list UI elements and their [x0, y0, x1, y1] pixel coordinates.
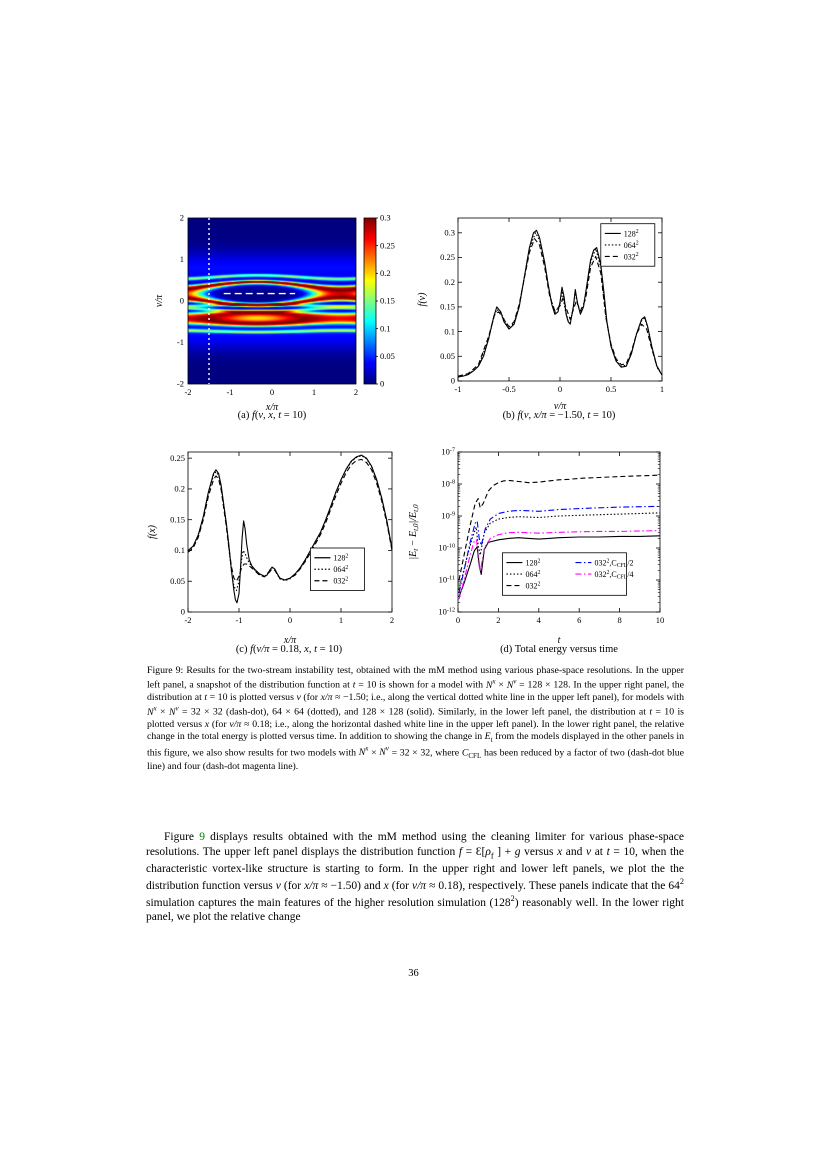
svg-text:0.25: 0.25 [440, 252, 455, 262]
svg-text:6: 6 [577, 615, 581, 625]
svg-text:0322: 0322 [624, 252, 639, 261]
body-text-before-ref: Figure [164, 831, 200, 843]
svg-text:2: 2 [390, 615, 394, 625]
svg-text:f(x): f(x) [147, 524, 158, 539]
svg-text:0.5: 0.5 [606, 384, 617, 394]
svg-text:x/π: x/π [283, 635, 297, 646]
svg-text:v/π: v/π [154, 294, 165, 307]
svg-text:0.15: 0.15 [440, 302, 455, 312]
svg-text:0: 0 [456, 615, 460, 625]
panel-d-plot: 0 2 4 6 8 10 10-12 10-11 10-10 10-9 10-8 10-7 t |Et −… [408, 447, 665, 646]
svg-text:10-9: 10-9 [441, 511, 455, 521]
svg-text:0.1: 0.1 [444, 326, 455, 336]
svg-text:-1: -1 [454, 384, 461, 394]
svg-text:0322: 0322 [333, 577, 348, 586]
panel-caption-b: (b) f(v, x/π = −1.50, t = 10) [502, 410, 616, 421]
svg-text:1: 1 [180, 254, 184, 264]
svg-text:1282: 1282 [333, 554, 348, 563]
svg-text:0.25: 0.25 [170, 453, 185, 463]
svg-text:-2: -2 [184, 615, 191, 625]
body-text-after-ref: displays results obtained with the mM me… [146, 831, 684, 924]
svg-text:0: 0 [558, 384, 562, 394]
svg-text:0.3: 0.3 [444, 228, 455, 238]
svg-text:x/π: x/π [265, 402, 279, 412]
svg-text:t: t [558, 635, 561, 646]
svg-text:10-12: 10-12 [438, 607, 455, 617]
svg-text:2: 2 [180, 213, 184, 223]
svg-text:0642: 0642 [333, 565, 348, 574]
svg-text:|Et − Et,0|/Et,0: |Et − Et,0|/Et,0 [408, 504, 420, 560]
svg-text:0: 0 [288, 615, 292, 625]
svg-text:0322,CCFL/2: 0322,CCFL/2 [594, 558, 633, 569]
svg-text:0: 0 [180, 296, 184, 306]
figure-caption: Figure 9: Results for the two-stream ins… [147, 665, 685, 773]
svg-text:8: 8 [617, 615, 621, 625]
svg-text:v/π: v/π [554, 401, 567, 412]
figure-reference-link[interactable]: 9 [199, 831, 205, 843]
svg-text:0.1: 0.1 [174, 545, 185, 555]
panel-c-plot: -2 -1 0 1 2 0 0.05 0.1 0.15 0.2 0.25 x/π f(x) 1282 064… [147, 451, 394, 646]
figure9-panel-d-energy-chart: 0 2 4 6 8 10 10-12 10-11 10-10 10-9 10-8 10-7 t |Et −… [406, 446, 671, 646]
svg-text:0642: 0642 [624, 241, 639, 250]
body-paragraph: Figure 9 displays results obtained with … [146, 830, 684, 925]
page-number: 36 [408, 968, 419, 979]
svg-text:10: 10 [656, 615, 665, 625]
svg-text:-1: -1 [235, 615, 242, 625]
svg-text:-1: -1 [177, 337, 184, 347]
svg-text:-2: -2 [177, 379, 184, 389]
svg-text:1: 1 [312, 387, 316, 397]
svg-text:1282: 1282 [525, 558, 540, 567]
svg-text:10-8: 10-8 [441, 479, 455, 489]
panel-caption-d: (d) Total energy versus time [500, 644, 618, 655]
panel-b-plot: -1 -0.5 0 0.5 1 0 0.05 0.1 0.15 0.2 0.25 0.3 v/π f(v)… [417, 217, 664, 412]
heatmap-image [188, 218, 356, 384]
heatmap-axes: -2 -1 0 1 2 -2 -1 0 1 2 0 0.05 0.1 0.15 0.2 0.25 0.3 x/π v… [154, 213, 395, 412]
svg-text:0.05: 0.05 [380, 351, 395, 361]
svg-text:1: 1 [660, 384, 664, 394]
svg-text:2: 2 [496, 615, 500, 625]
svg-text:0.2: 0.2 [174, 484, 185, 494]
svg-text:f(v): f(v) [417, 292, 428, 307]
svg-text:0322,CCFL/4: 0322,CCFL/4 [594, 570, 633, 581]
svg-text:0.15: 0.15 [380, 296, 395, 306]
svg-text:0: 0 [270, 387, 274, 397]
svg-text:10-7: 10-7 [441, 447, 455, 457]
svg-text:0.3: 0.3 [380, 213, 391, 223]
colorbar [364, 218, 376, 384]
svg-text:2: 2 [354, 387, 358, 397]
svg-text:0.1: 0.1 [380, 323, 391, 333]
svg-text:0: 0 [380, 379, 384, 389]
figure9-panel-b-distribution-chart: -1 -0.5 0 0.5 1 0 0.05 0.1 0.15 0.2 0.25 0.3 v/π f(v)… [415, 212, 675, 412]
svg-text:10-11: 10-11 [439, 575, 455, 585]
svg-text:10-10: 10-10 [438, 543, 455, 553]
svg-text:0.15: 0.15 [170, 514, 185, 524]
svg-text:0: 0 [451, 376, 455, 386]
svg-text:1282: 1282 [624, 229, 639, 238]
svg-text:0.25: 0.25 [380, 240, 395, 250]
svg-text:0.2: 0.2 [380, 268, 391, 278]
svg-text:4: 4 [537, 615, 542, 625]
panel-caption-a: (a) f(v, x, t = 10) [237, 410, 307, 421]
svg-text:-1: -1 [226, 387, 233, 397]
svg-text:0.05: 0.05 [440, 351, 455, 361]
svg-text:-0.5: -0.5 [502, 384, 515, 394]
svg-text:-2: -2 [184, 387, 191, 397]
figure9-panel-a-heatmap: -2 -1 0 1 2 -2 -1 0 1 2 0 0.05 0.1 0.15 0.2 0.25 0.3 x/π v… [152, 212, 402, 412]
svg-text:0322: 0322 [525, 581, 540, 590]
figure9-panel-c-distribution-chart: -2 -1 0 1 2 0 0.05 0.1 0.15 0.2 0.25 x/π f(x) 1282 064… [145, 446, 405, 646]
svg-text:0.2: 0.2 [444, 277, 455, 287]
svg-text:0: 0 [181, 607, 185, 617]
svg-text:1: 1 [339, 615, 343, 625]
panel-caption-c: (c) f(v/π = 0.18, x, t = 10) [235, 644, 343, 655]
svg-text:0.05: 0.05 [170, 576, 185, 586]
svg-text:0642: 0642 [525, 570, 540, 579]
